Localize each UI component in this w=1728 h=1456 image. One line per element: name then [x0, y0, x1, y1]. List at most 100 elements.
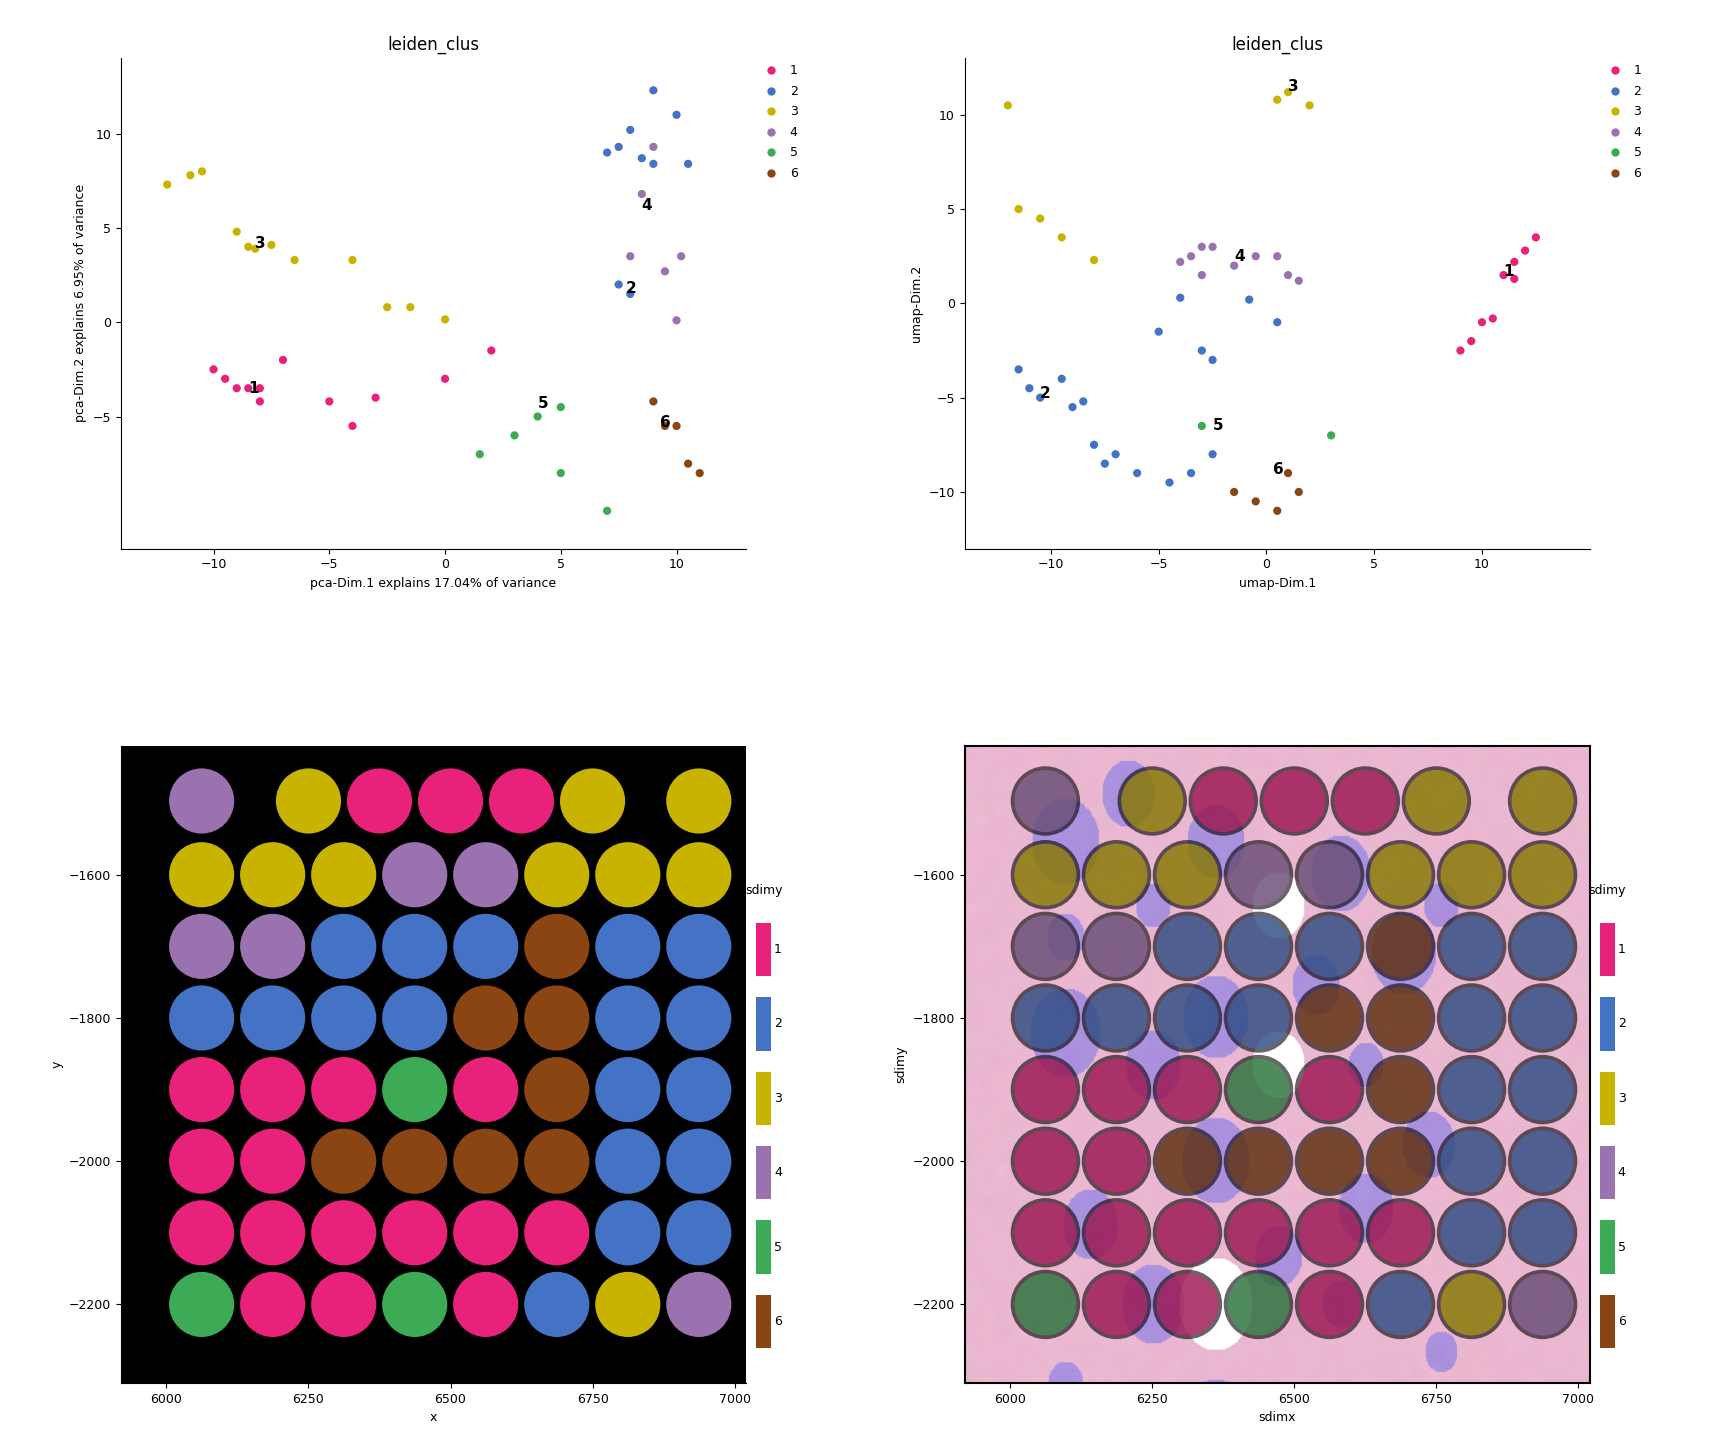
Point	[188, 160, 216, 183]
Point	[472, 1150, 499, 1174]
Point	[1457, 329, 1484, 352]
Point	[401, 1293, 429, 1316]
Point	[1187, 339, 1215, 363]
Point	[223, 220, 251, 243]
Point	[1274, 80, 1301, 103]
Point	[1315, 1150, 1343, 1174]
Point	[1032, 1150, 1059, 1174]
Point	[1529, 1150, 1557, 1174]
Point	[1102, 443, 1130, 466]
Point	[613, 1222, 641, 1245]
Point	[1315, 935, 1343, 958]
Text: 3: 3	[1617, 1092, 1626, 1105]
Point	[1139, 789, 1166, 812]
Point	[1479, 307, 1507, 331]
Point	[1102, 863, 1130, 887]
Text: 5: 5	[1617, 1241, 1626, 1254]
Point	[1032, 863, 1059, 887]
Point	[339, 249, 366, 272]
Text: 6: 6	[1617, 1315, 1626, 1328]
Point	[472, 1293, 499, 1316]
Point	[1102, 863, 1130, 887]
Point	[1102, 1150, 1130, 1174]
Point	[543, 1150, 570, 1174]
Point	[1004, 358, 1032, 381]
Point	[1388, 863, 1415, 887]
Text: 3: 3	[256, 236, 266, 250]
Point	[1388, 1077, 1415, 1101]
Point	[245, 390, 273, 414]
Point	[1177, 462, 1204, 485]
Point	[339, 415, 366, 438]
Point	[1242, 245, 1270, 268]
Point	[1080, 249, 1108, 272]
Point	[684, 1006, 712, 1029]
Point	[1032, 863, 1059, 887]
Point	[154, 173, 181, 197]
Text: 1: 1	[249, 380, 259, 396]
Point	[1522, 226, 1550, 249]
Point	[1173, 1150, 1201, 1174]
Point	[330, 1006, 358, 1029]
Point	[1274, 264, 1301, 287]
Point	[1351, 789, 1379, 812]
Point	[613, 1077, 641, 1101]
Point	[1026, 386, 1054, 409]
Point	[188, 1293, 216, 1316]
Point	[188, 1077, 216, 1101]
Point	[1173, 1077, 1201, 1101]
Point	[1244, 935, 1272, 958]
Point	[1102, 935, 1130, 958]
Point	[1500, 268, 1528, 291]
Point	[1529, 863, 1557, 887]
Point	[1173, 1293, 1201, 1316]
Text: 4: 4	[1617, 1166, 1626, 1179]
Point	[223, 377, 251, 400]
Point	[1220, 480, 1248, 504]
Y-axis label: y: y	[50, 1061, 64, 1069]
Point	[1388, 1222, 1415, 1245]
Point	[1388, 1006, 1415, 1029]
Point	[1173, 863, 1201, 887]
Point	[684, 1293, 712, 1316]
Point	[1173, 1222, 1201, 1245]
Point	[1102, 1222, 1130, 1245]
Point	[1388, 1077, 1415, 1101]
Point	[1032, 789, 1059, 812]
Point	[1315, 1077, 1343, 1101]
Point	[1244, 1077, 1272, 1101]
Point	[1317, 424, 1344, 447]
Point	[1102, 1293, 1130, 1316]
Point	[1244, 935, 1272, 958]
Point	[1047, 226, 1075, 249]
Point	[1529, 789, 1557, 812]
Point	[1173, 935, 1201, 958]
Point	[1286, 269, 1313, 293]
Point	[1458, 1077, 1486, 1101]
Point	[1529, 1293, 1557, 1316]
Point	[1422, 789, 1450, 812]
Point	[617, 245, 645, 268]
Point	[1032, 935, 1059, 958]
Point	[477, 339, 505, 363]
Point	[1244, 1006, 1272, 1029]
Point	[1016, 377, 1044, 400]
Point	[1102, 1077, 1130, 1101]
Point	[1458, 935, 1486, 958]
Point	[188, 789, 216, 812]
Point	[1032, 1006, 1059, 1029]
Point	[259, 935, 287, 958]
Point	[1102, 1006, 1130, 1029]
Point	[1388, 1222, 1415, 1245]
Point	[1102, 1150, 1130, 1174]
Point	[613, 1293, 641, 1316]
Point	[684, 1222, 712, 1245]
Point	[1102, 1006, 1130, 1029]
Point	[1102, 1222, 1130, 1245]
Point	[627, 147, 655, 170]
Point	[176, 163, 204, 186]
Point	[1388, 1150, 1415, 1174]
Title: leiden_clus: leiden_clus	[387, 36, 480, 54]
Text: 2: 2	[626, 281, 636, 296]
Y-axis label: umap-Dim.2: umap-Dim.2	[911, 265, 923, 342]
